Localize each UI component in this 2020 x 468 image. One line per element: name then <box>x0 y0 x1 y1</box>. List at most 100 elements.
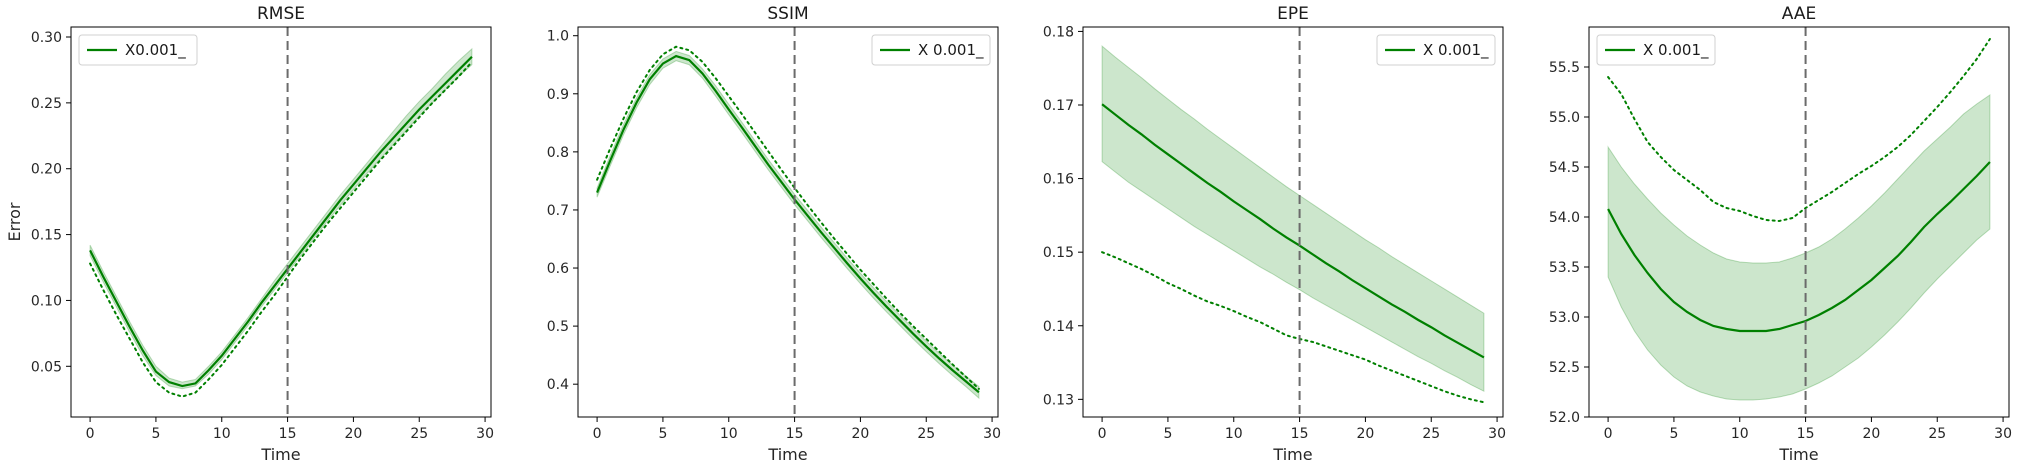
legend-box <box>871 34 991 66</box>
y-tick-label: 0.8 <box>547 145 569 161</box>
panel-title: AAE <box>1782 4 1816 24</box>
panel-epe: EPE 0 5 10 15 20 25 30 0.13 0.14 0.15 0.16 0.17 0.18 T… <box>1043 4 1506 464</box>
legend-label: X 0.001_ <box>918 41 984 60</box>
y-tick-label: 53.5 <box>1549 260 1580 276</box>
x-tick-label: 20 <box>1862 426 1880 442</box>
legend-box <box>1376 34 1496 66</box>
legend: X 0.001_ <box>1376 34 1496 66</box>
x-axis-label: Time <box>767 445 807 464</box>
x-tick-label: 25 <box>410 426 428 442</box>
x-tick-label: 25 <box>1422 426 1440 442</box>
x-tick-label: 10 <box>1225 426 1243 442</box>
mean-line <box>596 54 980 394</box>
y-tick-label: 0.10 <box>31 293 62 309</box>
legend-label: X 0.001_ <box>1423 41 1489 60</box>
x-axis-label: Time <box>260 445 300 464</box>
y-tick-label: 53.0 <box>1549 310 1580 326</box>
y-tick-label: 0.16 <box>1043 172 1074 188</box>
y-tick-label: 0.14 <box>1043 319 1074 335</box>
y-tick-label: 54.0 <box>1549 210 1580 226</box>
x-tick-label: 20 <box>1356 426 1374 442</box>
panel-title: RMSE <box>257 4 305 24</box>
y-tick-label: 0.4 <box>547 377 569 393</box>
x-tick-label: 15 <box>786 426 804 442</box>
reference-line <box>1607 38 1991 223</box>
x-tick-label: 10 <box>1731 426 1749 442</box>
plot-area <box>1101 27 1485 417</box>
x-axis-label: Time <box>1778 445 1818 464</box>
x-tick-label: 5 <box>1163 426 1172 442</box>
x-tick-label: 0 <box>86 426 95 442</box>
x-tick-label: 0 <box>593 426 602 442</box>
legend: X0.001_ <box>78 34 198 66</box>
axes-frame <box>577 26 999 418</box>
confidence-band <box>596 50 980 400</box>
x-axis-label: Time <box>1272 445 1312 464</box>
x-tick-label: 30 <box>983 426 1001 442</box>
y-tick-label: 0.15 <box>31 228 62 244</box>
panel-aae: AAE 0 5 10 15 20 25 30 52.0 52.5 53.0 53.5 54.0 54.5 5… <box>1549 4 2012 464</box>
panel-title: EPE <box>1277 4 1309 24</box>
x-tick-label: 15 <box>279 426 297 442</box>
plot-area <box>1607 27 1991 417</box>
panel-rmse: RMSE 0 5 10 15 20 25 30 0.05 0.10 0.15 0.20 0.25 0.30… <box>5 4 494 464</box>
reference-line <box>1101 251 1485 404</box>
x-tick-label: 15 <box>1291 426 1309 442</box>
x-tick-label: 5 <box>658 426 667 442</box>
y-tick-label: 0.30 <box>31 30 62 46</box>
y-tick-label: 0.17 <box>1043 98 1074 114</box>
mean-line <box>1607 161 1991 333</box>
x-tick-label: 25 <box>917 426 935 442</box>
y-tick-label: 0.7 <box>547 203 569 219</box>
confidence-band <box>89 47 473 390</box>
axes-frame <box>1588 26 2010 418</box>
x-tick-label: 20 <box>851 426 869 442</box>
confidence-band <box>1607 94 1991 401</box>
y-tick-label: 0.18 <box>1043 24 1074 40</box>
y-tick-label: 54.5 <box>1549 160 1580 176</box>
axes-frame <box>70 26 492 418</box>
x-tick-label: 15 <box>1797 426 1815 442</box>
y-tick-label: 52.5 <box>1549 360 1580 376</box>
y-tick-label: 0.6 <box>547 261 569 277</box>
panel-title: SSIM <box>767 4 808 24</box>
y-tick-label: 55.5 <box>1549 60 1580 76</box>
y-tick-label: 0.13 <box>1043 392 1074 408</box>
mean-line <box>89 55 473 388</box>
axes-frame <box>1082 26 1504 418</box>
x-tick-label: 30 <box>1488 426 1506 442</box>
mean-line <box>1101 103 1485 359</box>
plot-area <box>596 27 980 417</box>
y-tick-label: 0.15 <box>1043 245 1074 261</box>
y-tick-label: 55.0 <box>1549 110 1580 126</box>
x-tick-label: 25 <box>1928 426 1946 442</box>
y-axis-label: Error <box>5 202 24 241</box>
legend-label: X0.001_ <box>125 41 186 60</box>
x-tick-label: 10 <box>213 426 231 442</box>
x-tick-label: 0 <box>1604 426 1613 442</box>
plot-area <box>89 27 473 417</box>
y-tick-label: 0.25 <box>31 96 62 112</box>
reference-line <box>596 45 980 390</box>
y-tick-label: 52.0 <box>1549 410 1580 426</box>
y-tick-label: 0.20 <box>31 162 62 178</box>
reference-line <box>89 61 473 398</box>
panel-ssim: SSIM 0 5 10 15 20 25 30 0.4 0.5 0.6 0.7 0.8 0.9 1.0 Tim… <box>547 4 1001 464</box>
confidence-band <box>1101 45 1485 393</box>
x-tick-label: 5 <box>151 426 160 442</box>
x-tick-label: 30 <box>1994 426 2012 442</box>
y-tick-label: 0.9 <box>547 87 569 103</box>
x-tick-label: 5 <box>1669 426 1678 442</box>
legend-box <box>78 34 198 66</box>
x-tick-label: 10 <box>720 426 738 442</box>
legend-label: X 0.001_ <box>1643 41 1709 60</box>
x-tick-label: 30 <box>476 426 494 442</box>
x-tick-label: 20 <box>344 426 362 442</box>
legend-box <box>1596 34 1716 66</box>
y-tick-label: 0.5 <box>547 319 569 335</box>
y-tick-label: 1.0 <box>547 29 569 45</box>
x-tick-label: 0 <box>1098 426 1107 442</box>
legend: X 0.001_ <box>871 34 991 66</box>
y-tick-label: 0.05 <box>31 359 62 375</box>
